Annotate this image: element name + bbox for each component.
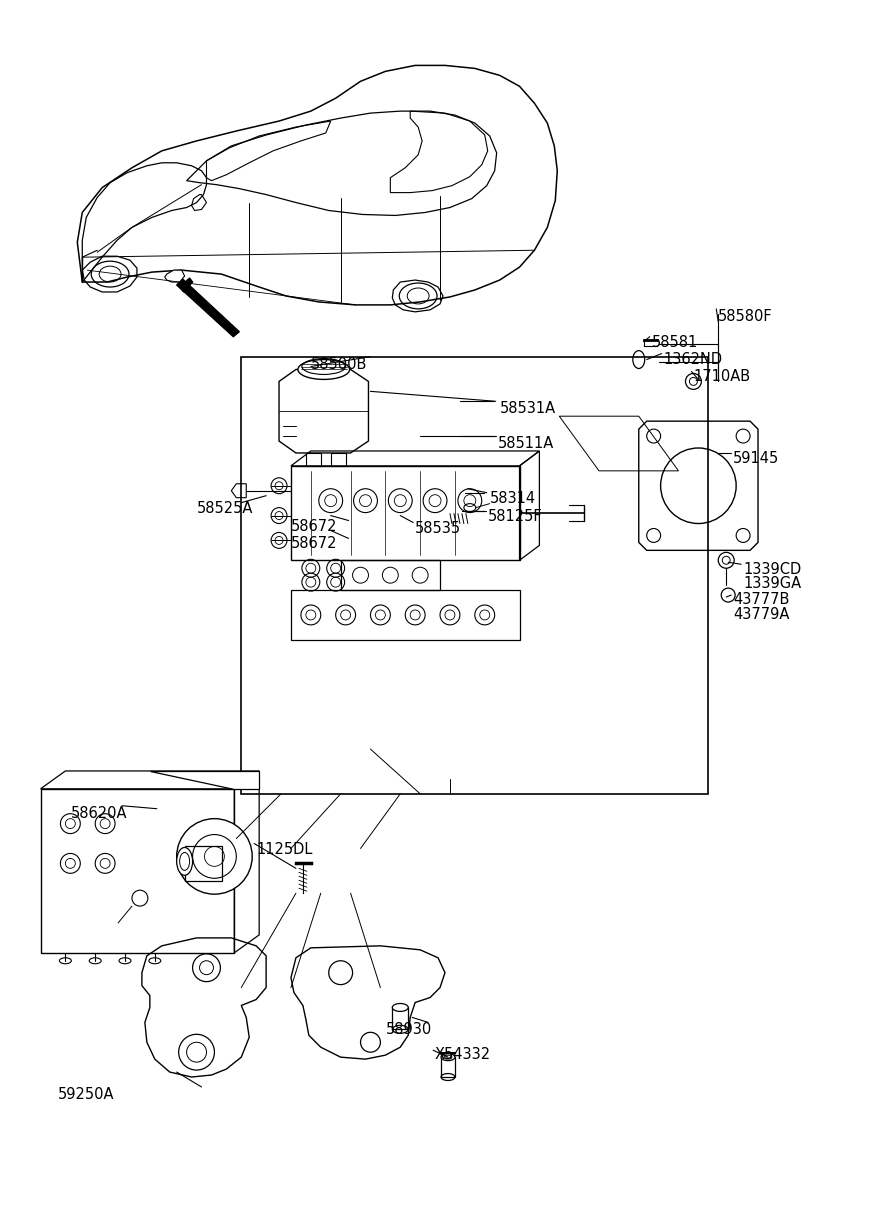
Polygon shape bbox=[150, 771, 260, 788]
Text: 58672: 58672 bbox=[291, 518, 338, 534]
Text: 1339CD: 1339CD bbox=[743, 562, 801, 578]
Text: 1339GA: 1339GA bbox=[743, 576, 801, 591]
Text: 1125DL: 1125DL bbox=[256, 842, 313, 856]
Text: 58620A: 58620A bbox=[70, 805, 127, 821]
Circle shape bbox=[176, 819, 253, 894]
Text: 1362ND: 1362ND bbox=[664, 351, 723, 367]
Bar bbox=[441, 1057, 455, 1077]
Text: 43777B: 43777B bbox=[734, 592, 789, 607]
Text: 58535: 58535 bbox=[416, 521, 462, 535]
Polygon shape bbox=[176, 279, 239, 337]
Text: 58500B: 58500B bbox=[311, 356, 367, 372]
Text: 1710AB: 1710AB bbox=[694, 369, 750, 384]
Text: 43779A: 43779A bbox=[734, 607, 789, 622]
Text: 58580F: 58580F bbox=[719, 309, 773, 323]
Text: 58581: 58581 bbox=[652, 334, 698, 350]
Ellipse shape bbox=[298, 360, 350, 379]
Text: 58930: 58930 bbox=[385, 1022, 431, 1038]
Polygon shape bbox=[180, 279, 192, 292]
Bar bbox=[392, 1008, 408, 1029]
Ellipse shape bbox=[176, 848, 192, 876]
Text: 59250A: 59250A bbox=[58, 1087, 114, 1102]
Text: 58511A: 58511A bbox=[498, 436, 554, 450]
Text: 58525A: 58525A bbox=[197, 500, 253, 516]
Text: 59145: 59145 bbox=[734, 450, 780, 466]
Text: 58672: 58672 bbox=[291, 536, 338, 551]
Text: 58531A: 58531A bbox=[500, 401, 556, 417]
Ellipse shape bbox=[392, 1004, 408, 1011]
Text: X54332: X54332 bbox=[435, 1048, 491, 1062]
Ellipse shape bbox=[441, 1054, 455, 1061]
Polygon shape bbox=[165, 270, 184, 282]
Text: 58314: 58314 bbox=[490, 490, 536, 506]
Text: 58125F: 58125F bbox=[487, 509, 542, 523]
Bar bbox=[241, 356, 708, 794]
